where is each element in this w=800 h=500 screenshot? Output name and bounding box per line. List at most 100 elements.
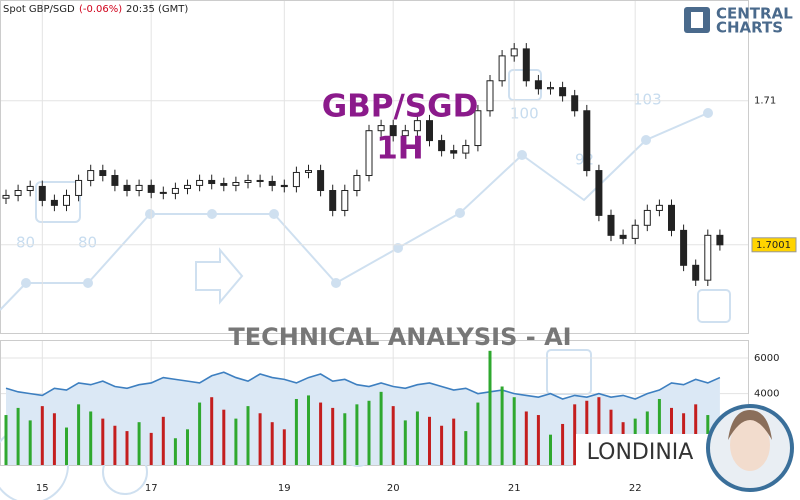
volume-bar: [476, 402, 480, 465]
candle-body: [365, 130, 373, 177]
candle-body: [111, 175, 119, 186]
candle-body: [498, 55, 506, 82]
y-tick-label: 1.71: [754, 96, 776, 107]
candle-body: [75, 179, 83, 196]
volume-bar: [234, 418, 238, 465]
volume-bar: [307, 395, 310, 465]
x-tick-label: 19: [278, 483, 291, 494]
volume-bar: [149, 432, 153, 465]
volume-bar: [28, 420, 32, 465]
volume-bar: [500, 386, 504, 465]
volume-bar: [137, 422, 141, 465]
candle-body: [668, 204, 675, 231]
candle-body: [171, 187, 179, 194]
volume-bar: [282, 429, 286, 465]
volume-bar: [379, 391, 383, 465]
candle-body: [196, 179, 204, 186]
volume-bar: [77, 404, 81, 465]
time: 20:35 (GMT): [126, 4, 188, 15]
candle-body: [14, 190, 22, 196]
volume-bar: [161, 416, 165, 465]
volume-bar: [524, 411, 528, 465]
brand-bottom: CHARTS: [716, 19, 783, 37]
volume-bar: [89, 411, 93, 465]
candle-body: [595, 170, 603, 216]
volume-bar: [186, 429, 189, 465]
candle-body: [208, 179, 216, 185]
volume-bar: [452, 418, 456, 465]
watermark-dots: [21, 108, 713, 288]
candle-body: [655, 204, 663, 211]
candle-body: [268, 180, 276, 186]
watermark-label: 80: [78, 234, 97, 252]
candle-body: [159, 191, 167, 194]
x-tick-label: 22: [629, 483, 642, 494]
candle-body: [341, 190, 349, 211]
candle-body: [401, 130, 409, 137]
x-tick-label: 21: [508, 483, 521, 494]
volume-bar: [173, 438, 177, 465]
volume-area: [6, 372, 720, 465]
candle-body: [317, 170, 325, 192]
candle-body: [522, 48, 530, 82]
candle-body: [583, 110, 591, 172]
volume-bar: [198, 402, 202, 465]
volume-bar: [16, 407, 20, 465]
candle-body: [716, 234, 724, 246]
x-tick-label: 15: [36, 483, 49, 494]
volume-line: [5, 371, 721, 400]
pair-title: GBP/SGD: [322, 89, 479, 125]
volume-bar: [270, 422, 274, 465]
candle-body: [619, 234, 627, 239]
candle-body: [680, 229, 688, 266]
change: (-0.06%): [79, 4, 122, 15]
candle-body: [607, 214, 615, 236]
volume-bar: [391, 406, 395, 465]
candle-body: [280, 184, 288, 188]
y2-tick-label: 4000: [754, 389, 779, 400]
footer-brand: LONDINIA: [587, 440, 694, 465]
candle-body: [510, 48, 518, 57]
logo: CENTRAL CHARTS: [684, 5, 793, 37]
candle-body: [486, 80, 494, 112]
volume-bar: [561, 423, 565, 465]
volume-bar: [246, 406, 250, 465]
volume-bar: [331, 407, 335, 465]
volume-bar: [294, 398, 298, 465]
volume-bar: [113, 425, 117, 465]
candle-body: [377, 125, 385, 132]
candle-body: [38, 185, 46, 201]
volume-bar: [657, 398, 661, 465]
candle-body: [413, 120, 421, 132]
candle-body: [450, 150, 458, 154]
candle-body: [232, 182, 240, 186]
volume-bar: [585, 400, 589, 465]
candle-body: [692, 264, 700, 281]
volume-bar: [355, 404, 359, 465]
x-tick-label: 17: [145, 483, 158, 494]
volume-bar: [101, 418, 105, 465]
timeframe: 1H: [376, 131, 424, 167]
candle-body: [87, 170, 95, 181]
candle-body: [547, 87, 554, 90]
volume-bar: [4, 415, 8, 465]
price-panel: [0, 0, 749, 334]
candle-body: [462, 145, 470, 154]
candle-body: [559, 87, 567, 97]
x-tick-label: 20: [387, 483, 400, 494]
candle-body: [631, 224, 639, 239]
candle-body: [123, 184, 131, 192]
candle-body: [256, 179, 264, 182]
candle-body: [220, 183, 228, 186]
volume-bar: [428, 416, 431, 465]
volume-bar: [125, 431, 129, 465]
volume-bar: [573, 404, 577, 465]
candle-body: [2, 194, 10, 199]
candle-body: [305, 170, 312, 173]
candle-body: [426, 120, 433, 142]
banner: TECHNICAL ANALYSIS - AI: [228, 323, 571, 351]
volume-bar: [488, 350, 492, 465]
volume-bar: [512, 397, 516, 465]
watermark-label: 80: [16, 234, 35, 252]
